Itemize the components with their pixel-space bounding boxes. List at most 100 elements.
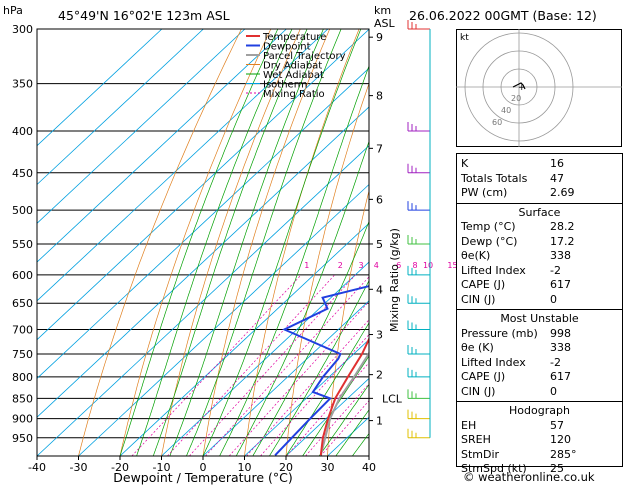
wet-adiabat-line	[136, 29, 293, 456]
km-unit-label: km	[374, 4, 392, 17]
temperature-line	[319, 336, 369, 456]
isotherm-line	[37, 29, 163, 147]
mixing-ratio-line	[286, 362, 369, 456]
index-label: StmDir	[461, 447, 500, 461]
pressure-tick-label: 450	[12, 167, 33, 180]
index-row: Temp (°C) 28.2	[457, 220, 622, 234]
wind-barb	[407, 294, 430, 304]
isotherm-line	[161, 261, 369, 456]
dry-adiabat-line	[161, 29, 301, 456]
isotherm-line	[244, 339, 369, 456]
panel-section-title: Most Unstable	[500, 312, 579, 325]
wet-adiabat-line	[202, 29, 362, 456]
dry-adiabat-line	[327, 189, 369, 456]
index-label: θe (K)	[461, 341, 494, 354]
hodograph-ring-label: 40	[501, 106, 511, 115]
wind-barb	[407, 409, 430, 420]
km-tick-label: LCL	[382, 392, 403, 405]
legend-entry: Dewpoint	[263, 42, 311, 53]
panel-separator	[457, 202, 622, 204]
mixing-ratio-line	[189, 274, 356, 456]
isotherm-line	[37, 29, 369, 341]
wind-barb	[407, 20, 430, 30]
x-tick-label: -30	[70, 461, 88, 474]
index-row: CIN (J) 0	[457, 385, 622, 399]
hodograph-ring-label: 20	[511, 94, 521, 103]
dry-adiabat-line	[78, 29, 242, 456]
mixing-ratio-label: 3	[359, 261, 364, 270]
index-value: 338	[550, 341, 571, 354]
dewpoint-line	[274, 285, 369, 456]
index-label: Dewp (°C)	[461, 234, 518, 248]
mixing-ratio-axis-title: Mixing Ratio (g/kg)	[388, 228, 401, 332]
index-value: 617	[550, 370, 571, 383]
index-value: 2.69	[550, 186, 575, 199]
index-label: SREH	[461, 433, 491, 446]
wind-barb	[407, 344, 430, 355]
wet-adiabat-line	[235, 140, 369, 456]
km-tick-label: 9	[376, 31, 383, 44]
storm-motion-marker: +	[518, 83, 526, 93]
datetime-title: 26.06.2022 00GMT (Base: 12)	[409, 8, 597, 23]
asl-unit-label: ASL	[374, 17, 395, 30]
x-tick-label: 20	[279, 461, 293, 474]
wet-adiabat-line	[186, 29, 342, 456]
wet-adiabat-line	[169, 29, 324, 456]
index-row: θe (K) 338	[457, 341, 622, 355]
index-label: Totals Totals	[461, 171, 528, 185]
pressure-tick-label: 350	[12, 78, 33, 91]
km-tick-label: 1	[376, 415, 383, 428]
index-row: EH 57	[457, 419, 622, 433]
km-tick-label: 5	[376, 238, 383, 251]
isotherm-line	[37, 67, 369, 379]
legend-entry: Wet Adiabat	[263, 70, 324, 81]
pressure-tick-label: 500	[12, 204, 33, 217]
index-value: 16	[550, 157, 564, 170]
mixing-ratio-label: 4	[374, 261, 379, 270]
index-label: CAPE (J)	[461, 370, 506, 383]
legend-entry: Temperature	[262, 32, 326, 43]
panel-separator	[457, 401, 622, 402]
index-label: CIN (J)	[461, 292, 496, 306]
isotherm-line	[37, 29, 329, 302]
legend-entry: Isotherm	[263, 80, 307, 91]
x-tick-label: 10	[238, 461, 252, 474]
hodograph-trace	[512, 82, 526, 90]
hodograph-ring-label: 60	[492, 118, 502, 127]
mixing-ratio-line	[320, 400, 369, 456]
isotherm-line	[37, 29, 204, 186]
pressure-tick-label: 850	[12, 392, 33, 405]
isotherm-line	[37, 145, 369, 456]
mixing-ratio-label: 6	[396, 261, 401, 270]
x-axis-title: Dewpoint / Temperature (°C)	[113, 470, 292, 485]
index-value: 285°	[550, 447, 577, 461]
wind-barb	[407, 122, 430, 132]
index-label: K	[461, 157, 469, 170]
mixing-ratio-label: 8	[412, 261, 417, 270]
km-tick-label: 2	[376, 369, 383, 382]
mixing-ratio-line	[246, 319, 369, 456]
panel-section-title: Surface	[518, 205, 561, 219]
copyright-text: © weatheronline.co.uk	[463, 470, 595, 484]
index-value: 338	[550, 249, 571, 262]
wind-barb	[407, 367, 430, 378]
index-value: 17.2	[550, 234, 575, 248]
isotherm-line	[37, 29, 246, 224]
index-row: StmSpd (kt) 25	[457, 462, 622, 476]
km-tick-label: 7	[376, 142, 383, 155]
pressure-tick-label: 750	[12, 348, 33, 361]
wind-barb	[407, 163, 430, 174]
panel-separator	[457, 309, 622, 310]
index-label: Temp (°C)	[461, 220, 516, 233]
isotherm-line	[202, 300, 369, 456]
mixing-ratio-line	[205, 276, 369, 456]
index-row: PW (cm) 2.69	[457, 186, 622, 200]
wet-adiabat-line	[285, 322, 369, 456]
legend-entry: Parcel Trajectory	[263, 51, 346, 62]
x-tick-label: 30	[321, 461, 335, 474]
panel-section-title: Hodograph	[509, 404, 570, 417]
index-label: θe(K)	[461, 249, 491, 262]
parcel-trajectory-line	[319, 351, 369, 456]
index-label: PW (cm)	[461, 186, 508, 199]
pressure-tick-label: 800	[12, 371, 33, 384]
